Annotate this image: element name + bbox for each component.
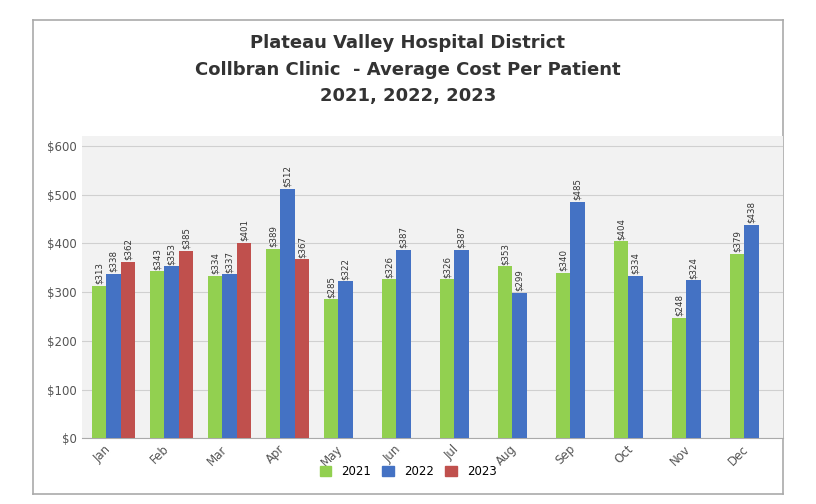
Bar xyxy=(614,241,628,438)
Bar xyxy=(382,280,397,438)
Text: $248: $248 xyxy=(675,294,684,316)
Bar xyxy=(397,249,410,438)
Bar xyxy=(730,254,744,438)
Bar xyxy=(91,286,106,438)
Text: $285: $285 xyxy=(326,276,335,298)
Text: $387: $387 xyxy=(399,226,408,248)
Text: $324: $324 xyxy=(689,257,698,279)
Text: $438: $438 xyxy=(747,202,756,223)
Text: Collbran Clinic  - Average Cost Per Patient: Collbran Clinic - Average Cost Per Patie… xyxy=(195,60,621,79)
Text: $387: $387 xyxy=(457,226,466,248)
Text: $340: $340 xyxy=(558,249,567,271)
Text: $389: $389 xyxy=(268,225,277,247)
Text: $334: $334 xyxy=(211,252,220,274)
Bar xyxy=(179,250,193,438)
Text: $338: $338 xyxy=(109,250,118,272)
Bar xyxy=(280,189,295,438)
Text: Plateau Valley Hospital District: Plateau Valley Hospital District xyxy=(251,34,565,52)
Text: $379: $379 xyxy=(733,230,742,252)
Text: $326: $326 xyxy=(442,256,451,278)
Text: $299: $299 xyxy=(515,270,524,291)
Text: $404: $404 xyxy=(616,218,626,240)
Text: $353: $353 xyxy=(500,243,509,265)
Text: $401: $401 xyxy=(239,219,249,241)
Bar xyxy=(106,274,121,438)
Bar xyxy=(744,225,759,438)
Text: $326: $326 xyxy=(384,256,393,278)
Text: $337: $337 xyxy=(225,250,234,273)
Text: $334: $334 xyxy=(631,252,640,274)
Text: $322: $322 xyxy=(341,258,350,280)
Text: $385: $385 xyxy=(181,227,190,249)
Text: 2021, 2022, 2023: 2021, 2022, 2023 xyxy=(320,87,496,105)
Bar xyxy=(222,274,237,438)
Bar xyxy=(498,266,512,438)
Bar xyxy=(339,281,353,438)
Bar xyxy=(570,202,585,438)
Bar xyxy=(164,266,179,438)
Text: $343: $343 xyxy=(153,248,162,270)
Bar xyxy=(628,276,643,438)
Bar xyxy=(440,280,455,438)
Bar xyxy=(686,280,701,438)
Text: $512: $512 xyxy=(283,165,292,187)
Bar xyxy=(512,293,526,438)
Bar xyxy=(556,273,570,438)
Bar xyxy=(672,318,686,438)
Bar xyxy=(324,299,339,438)
Bar xyxy=(295,260,309,438)
Text: $313: $313 xyxy=(95,263,104,284)
Text: $367: $367 xyxy=(298,236,307,258)
Text: $485: $485 xyxy=(573,178,582,201)
Bar xyxy=(208,276,222,438)
Bar xyxy=(237,243,251,438)
Text: $353: $353 xyxy=(167,243,176,265)
Legend: 2021, 2022, 2023: 2021, 2022, 2023 xyxy=(315,461,501,483)
Bar xyxy=(266,249,280,438)
Bar xyxy=(150,271,164,438)
Bar xyxy=(121,262,135,438)
Text: $362: $362 xyxy=(123,238,132,261)
Bar xyxy=(455,249,468,438)
